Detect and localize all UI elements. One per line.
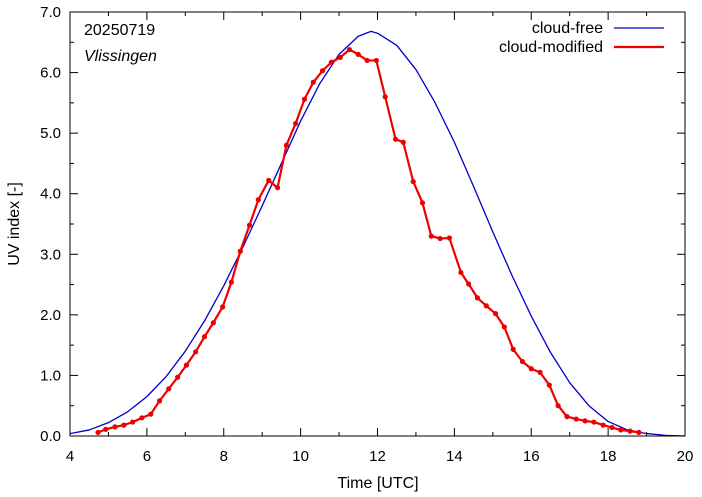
legend-label-cloud-modified: cloud-modified bbox=[499, 39, 603, 56]
data-point-cloud-modified bbox=[627, 428, 633, 434]
plot-frame bbox=[69, 11, 686, 437]
data-point-cloud-modified bbox=[156, 398, 163, 404]
data-point-cloud-modified bbox=[609, 424, 615, 431]
data-point-cloud-modified bbox=[582, 418, 588, 424]
data-point-cloud-modified bbox=[483, 303, 489, 309]
data-point-cloud-modified bbox=[210, 320, 216, 326]
data-point-cloud-modified bbox=[193, 349, 199, 355]
data-point-cloud-modified bbox=[103, 426, 109, 432]
data-point-cloud-modified bbox=[410, 179, 416, 185]
x-tick-label: 16 bbox=[523, 448, 540, 465]
data-point-cloud-modified bbox=[246, 222, 253, 228]
data-point-cloud-modified bbox=[510, 346, 516, 352]
data-point-cloud-modified bbox=[255, 197, 261, 203]
data-point-cloud-modified bbox=[400, 139, 406, 145]
x-tick-label: 20 bbox=[677, 448, 694, 465]
data-point-cloud-modified bbox=[392, 136, 399, 142]
x-tick-label: 8 bbox=[220, 448, 228, 465]
legend-label-cloud-free: cloud-free bbox=[532, 20, 603, 37]
data-point-cloud-modified bbox=[501, 324, 507, 330]
y-tick-label: 6.0 bbox=[40, 65, 61, 82]
data-point-cloud-modified bbox=[328, 59, 334, 65]
data-point-cloud-modified bbox=[130, 419, 136, 425]
data-point-cloud-modified bbox=[636, 429, 642, 435]
data-point-cloud-modified bbox=[301, 96, 308, 102]
data-point-cloud-modified bbox=[337, 54, 343, 61]
data-point-cloud-modified bbox=[364, 57, 370, 64]
legend: cloud-free cloud-modified bbox=[499, 20, 664, 56]
data-point-cloud-modified bbox=[546, 382, 552, 388]
data-point-cloud-modified bbox=[228, 279, 235, 285]
y-tick-label: 1.0 bbox=[40, 367, 61, 384]
data-point-cloud-modified bbox=[310, 79, 316, 85]
y-tick-label: 3.0 bbox=[40, 246, 61, 263]
y-tick-label: 4.0 bbox=[40, 186, 61, 203]
data-point-cloud-modified bbox=[166, 386, 172, 392]
series-line-cloud-modified bbox=[97, 48, 640, 434]
data-point-cloud-modified bbox=[121, 422, 127, 428]
data-point-cloud-modified bbox=[266, 177, 272, 183]
data-point-cloud-modified bbox=[274, 185, 281, 191]
data-point-cloud-modified bbox=[283, 142, 289, 148]
data-point-cloud-modified bbox=[95, 429, 101, 435]
data-point-cloud-modified bbox=[519, 358, 526, 365]
data-point-cloud-modified bbox=[618, 427, 624, 433]
data-point-cloud-modified bbox=[293, 120, 299, 127]
y-tick-label: 2.0 bbox=[40, 307, 61, 324]
y-axis-title: UV index [-] bbox=[6, 182, 23, 266]
data-point-cloud-modified bbox=[555, 403, 561, 409]
data-point-cloud-modified bbox=[139, 415, 145, 421]
data-point-cloud-modified bbox=[537, 369, 543, 375]
x-tick-label: 6 bbox=[143, 448, 151, 465]
data-point-cloud-modified bbox=[237, 248, 243, 254]
data-point-cloud-modified bbox=[319, 68, 326, 74]
data-point-cloud-modified bbox=[175, 374, 181, 380]
data-point-cloud-modified bbox=[382, 94, 388, 100]
data-point-cloud-modified bbox=[564, 414, 570, 420]
tick-layer: 4 6 8 10 12 14 16 18 20 0.0 1.0 2.0 3.0 4.0 5.0 6.0 7.0 bbox=[40, 4, 693, 465]
data-point-cloud-modified bbox=[355, 51, 361, 58]
series-line-cloud-free bbox=[69, 30, 686, 437]
y-tick-label: 0.0 bbox=[40, 428, 61, 445]
data-point-cloud-modified bbox=[573, 416, 579, 422]
data-point-cloud-modified bbox=[419, 200, 426, 206]
y-tick-label: 7.0 bbox=[40, 4, 61, 21]
data-point-cloud-modified bbox=[446, 235, 452, 241]
data-point-cloud-modified bbox=[428, 233, 434, 239]
x-tick-label: 14 bbox=[446, 448, 463, 465]
x-tick-label: 18 bbox=[600, 448, 617, 465]
x-tick-label: 10 bbox=[292, 448, 309, 465]
x-tick-label: 4 bbox=[66, 448, 74, 465]
data-point-cloud-modified bbox=[492, 311, 499, 317]
data-point-cloud-modified bbox=[112, 424, 118, 430]
data-point-cloud-modified bbox=[220, 304, 226, 310]
data-point-cloud-modified bbox=[474, 295, 481, 301]
y-tick-label: 5.0 bbox=[40, 125, 61, 142]
data-point-cloud-modified bbox=[346, 46, 353, 53]
data-point-cloud-modified bbox=[373, 57, 379, 64]
data-point-cloud-modified bbox=[591, 419, 597, 425]
data-point-cloud-modified bbox=[183, 362, 190, 368]
x-axis-title: Time [UTC] bbox=[337, 475, 418, 492]
data-point-cloud-modified bbox=[458, 269, 464, 276]
x-tick-label: 12 bbox=[369, 448, 386, 465]
annotation-location: Vlissingen bbox=[84, 48, 157, 65]
data-point-cloud-modified bbox=[600, 422, 606, 428]
annotation-date: 20250719 bbox=[84, 22, 155, 39]
data-point-cloud-modified bbox=[466, 281, 472, 287]
data-point-cloud-modified bbox=[148, 411, 154, 417]
data-point-cloud-modified bbox=[201, 334, 208, 340]
series-layer bbox=[69, 30, 686, 437]
data-point-cloud-modified bbox=[528, 366, 534, 372]
data-point-cloud-modified bbox=[437, 235, 443, 242]
